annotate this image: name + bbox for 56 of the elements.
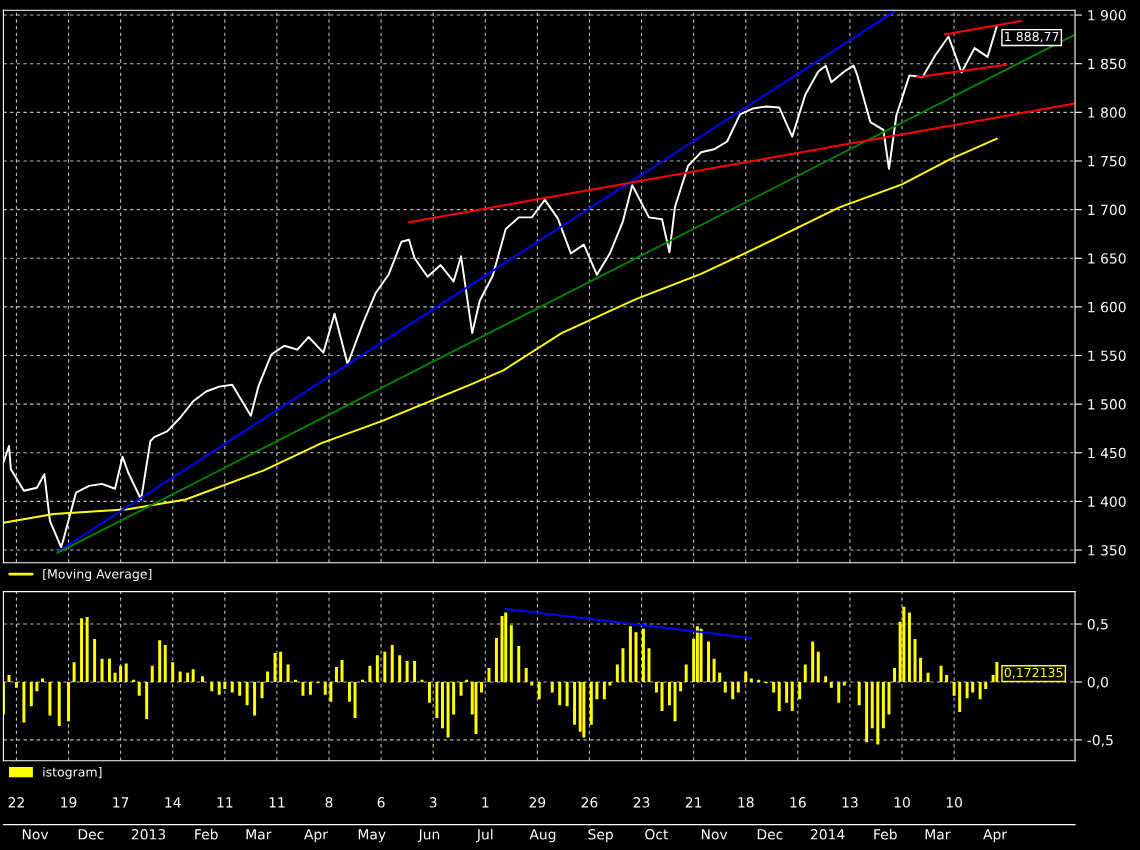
y-tick-label: 1 450	[1088, 447, 1126, 459]
x-tick-label: 10	[946, 797, 963, 808]
x-tick-label: 16	[790, 797, 806, 808]
x2-tick-label: Apr	[983, 829, 1008, 843]
y-tick-label: 1 850	[1088, 58, 1126, 70]
y-tick-label: 1 650	[1088, 253, 1126, 264]
x-tick-label: 21	[685, 797, 702, 808]
y-tick-label: 1 900	[1088, 10, 1126, 21]
y-tick-label: 1 550	[1088, 350, 1126, 361]
x2-tick-label: Aug	[529, 829, 556, 843]
y-tick-label: 1 400	[1088, 496, 1126, 507]
x-tick-label: 14	[165, 797, 181, 808]
x2-tick-label: Feb	[195, 828, 218, 840]
x-tick-label: 13	[842, 797, 858, 808]
x-tick-label: 11	[269, 797, 285, 808]
y-tick-label: 1 800	[1088, 107, 1126, 118]
x-tick-label: 3	[429, 797, 437, 808]
x2-tick-label: Nov	[22, 829, 49, 840]
x2-tick-label: Sep	[588, 829, 613, 843]
x2-tick-label: 2014	[810, 829, 845, 840]
x2-tick-label: Apr	[304, 829, 328, 843]
y-tick-label: -0,5	[1087, 734, 1113, 747]
x-tick-label: 11	[217, 797, 233, 808]
x-tick-label: 19	[61, 797, 77, 808]
y-tick-label: 1 750	[1088, 155, 1126, 167]
x2-tick-label: May	[358, 829, 386, 843]
x-tick-label: 17	[113, 797, 129, 808]
y-tick-label: 0,0	[1087, 676, 1108, 689]
x-tick-label: 6	[377, 797, 385, 808]
x-tick-label: 1	[482, 797, 489, 808]
x2-tick-label: Dec	[78, 829, 104, 840]
y-tick-label: 1 350	[1088, 545, 1126, 556]
y-tick-label: 1 600	[1088, 301, 1126, 313]
x-tick-label: 29	[529, 797, 546, 808]
x2-tick-label: Dec	[757, 829, 783, 840]
legend-label: istogram]	[43, 767, 102, 780]
x2-tick-label: Mar	[246, 829, 272, 840]
annotation: 0,172135	[1004, 667, 1063, 679]
x2-tick-label: Jun	[417, 829, 440, 843]
x-tick-label: 23	[633, 797, 650, 808]
y-tick-label: 0,5	[1087, 619, 1108, 631]
y-tick-label: 1 500	[1088, 399, 1126, 410]
x2-tick-label: Feb	[874, 828, 897, 840]
x-tick-label: 18	[738, 797, 754, 808]
y-tick-label: 1 700	[1088, 204, 1126, 216]
x-tick-label: 10	[894, 797, 910, 808]
x-tick-label: 8	[325, 797, 333, 808]
x2-tick-label: Oct	[645, 829, 669, 840]
legend-label: [Moving Average]	[43, 568, 152, 582]
annotation: 1 888,77	[1005, 31, 1059, 43]
x2-tick-label: Mar	[925, 829, 951, 840]
x2-tick-label: 2013	[131, 829, 166, 840]
x-tick-label: 26	[581, 797, 598, 808]
x2-tick-label: Nov	[701, 829, 728, 840]
x-tick-label: 22	[8, 797, 24, 808]
x2-tick-label: Jul	[476, 828, 493, 843]
